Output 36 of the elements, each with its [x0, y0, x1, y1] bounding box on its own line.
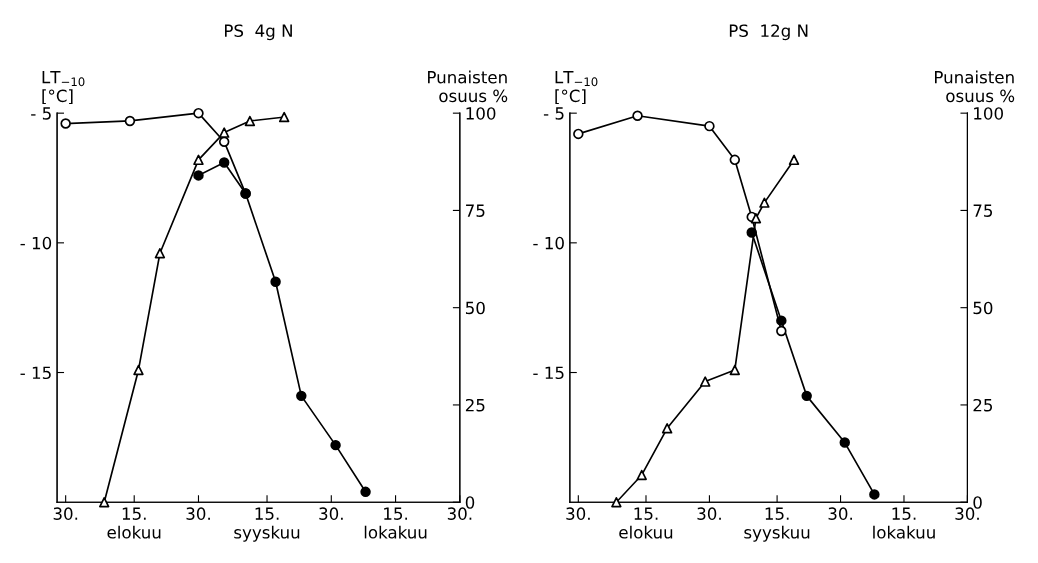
x-tick-label: 30.	[447, 507, 472, 520]
x-tick-label: 15. lokakuu	[873, 507, 935, 539]
y-tick-label: - 10	[533, 236, 564, 250]
x-tick-label: 30.	[319, 507, 343, 520]
y-axis-title: LT$_{−10}$ [°C]	[555, 71, 598, 105]
x-tick-label: 30.	[955, 507, 979, 520]
x-tick-label: 30.	[186, 507, 210, 520]
y2-tick-label: 25	[465, 398, 485, 412]
x-tick-label: 15. syyskuu	[234, 507, 300, 542]
y-tick-label: - 15	[20, 366, 51, 380]
y2-tick-label: 50	[465, 301, 485, 315]
y2-tick-label: 25	[973, 398, 993, 412]
y-axis-title: LT$_{−10}$ [°C]	[42, 71, 85, 105]
x-tick-label: 15. lokakuu	[364, 507, 427, 539]
y2-tick-label: 100	[466, 107, 496, 120]
chart-title: PS 12g N	[729, 24, 808, 41]
y2-tick-label: 50	[973, 301, 993, 315]
x-tick-label: 30.	[697, 507, 721, 520]
x-tick-label: 30.	[566, 507, 590, 520]
y2-tick-label: 75	[466, 204, 485, 217]
y2-axis-title: Punaisten osuus %	[428, 70, 508, 103]
x-tick-label: 15. elokuu	[619, 507, 673, 539]
y2-tick-label: 75	[973, 204, 993, 217]
y2-tick-label: 0	[973, 496, 982, 509]
y-tick-label: - 10	[20, 236, 52, 250]
x-tick-label: 15. syyskuu	[744, 507, 810, 542]
y-tick-label: - 5	[543, 107, 564, 120]
y-tick-label: - 5	[31, 107, 51, 120]
y2-tick-label: 100	[974, 107, 1003, 120]
x-tick-label: 15. elokuu	[107, 507, 161, 539]
chart-title: PS 4g N	[225, 24, 292, 41]
y2-axis-title: Punaisten osuus %	[935, 70, 1015, 103]
y-tick-label: - 15	[533, 366, 564, 380]
y2-tick-label: 0	[465, 496, 475, 509]
x-tick-label: 30.	[828, 507, 852, 520]
x-tick-label: 30.	[53, 507, 78, 520]
